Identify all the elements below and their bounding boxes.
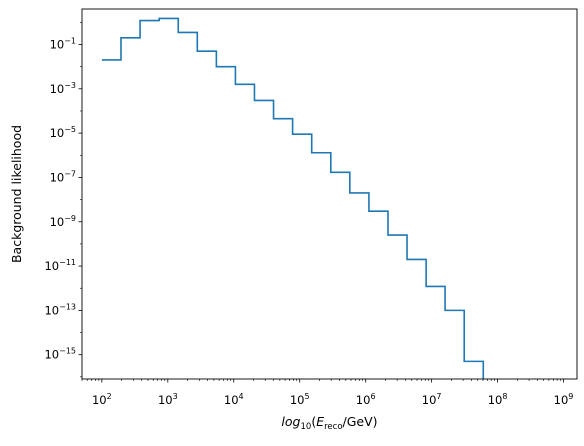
plot-area xyxy=(82,9,577,379)
x-tick-label: 102 xyxy=(92,392,112,407)
y-axis-ticks: 10−1 10−3 10−5 10−7 10−9 10−11 10−13 10−15 xyxy=(44,22,82,378)
x-tick-label: 106 xyxy=(356,392,376,407)
x-axis-ticks: 102 103 104 105 106 107 108 109 xyxy=(81,379,574,407)
x-tick-label: 109 xyxy=(554,392,574,407)
plot-frame xyxy=(81,8,578,380)
y-tick-label: 10−5 xyxy=(50,125,76,140)
x-axis-label: log10(Ereco/GeV) xyxy=(281,414,377,432)
y-tick-label: 10−13 xyxy=(44,302,76,317)
x-tick-label: 105 xyxy=(290,392,310,407)
y-tick-label: 10−3 xyxy=(50,81,76,96)
y-tick-label: 10−15 xyxy=(44,347,76,362)
series-line xyxy=(101,17,485,379)
x-tick-label: 108 xyxy=(488,392,508,407)
y-axis-label: Background likelihood xyxy=(9,125,24,263)
y-tick-label: 10−7 xyxy=(50,169,76,184)
y-tick-label: 10−1 xyxy=(50,36,76,51)
x-tick-label: 107 xyxy=(422,392,442,407)
y-tick-label: 10−9 xyxy=(50,214,76,229)
x-tick-label: 103 xyxy=(158,392,178,407)
y-tick-label: 10−11 xyxy=(44,258,76,273)
x-tick-label: 104 xyxy=(224,392,244,407)
